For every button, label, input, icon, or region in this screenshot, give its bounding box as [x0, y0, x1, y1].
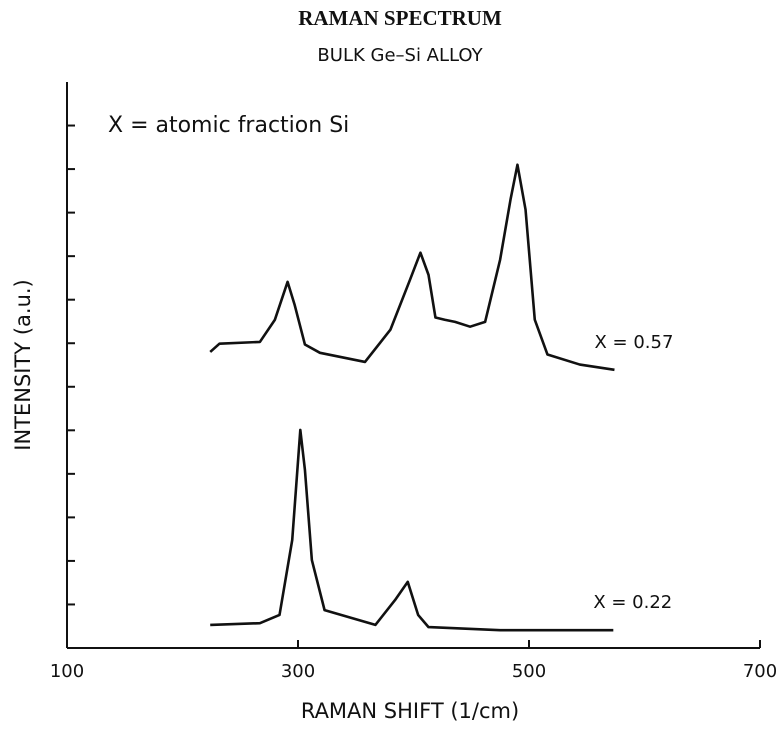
chart-title: RAMAN SPECTRUM — [298, 6, 502, 30]
chart-subtitle: BULK Ge–Si ALLOY — [317, 45, 483, 66]
spectrum-line — [209, 163, 615, 372]
x-tick-label: 700 — [743, 661, 777, 682]
x-tick-label: 100 — [50, 661, 84, 682]
x-axis-label: RAMAN SHIFT (1/cm) — [301, 699, 519, 723]
annotation: X = atomic fraction Si — [108, 113, 349, 138]
y-axis-label: INTENSITY (a.u.) — [11, 279, 35, 450]
series-label: X = 0.22 — [593, 592, 672, 613]
series-label: X = 0.57 — [594, 332, 673, 353]
x-tick-label: 300 — [281, 661, 315, 682]
spectrum-line — [210, 428, 614, 632]
x-tick-label: 500 — [512, 661, 546, 682]
